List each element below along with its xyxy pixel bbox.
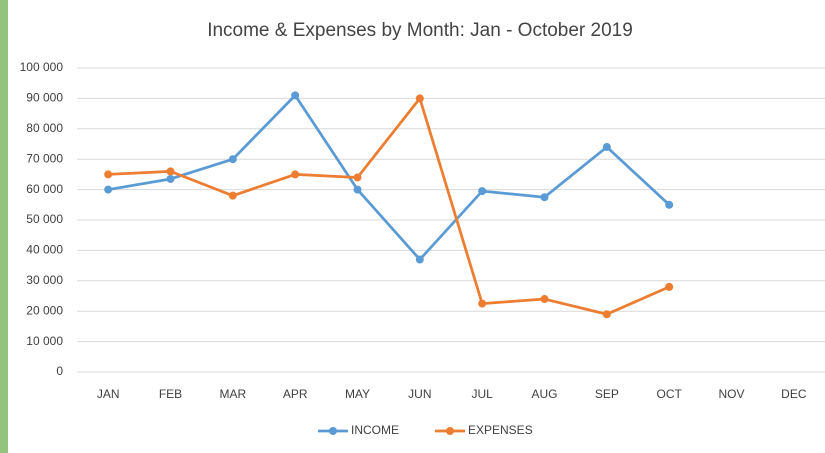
point (540, 295, 549, 304)
point (291, 170, 300, 179)
side-border (0, 0, 8, 453)
y-tick-label: 80 000 (26, 121, 63, 135)
point (166, 174, 175, 183)
point (291, 91, 300, 100)
series-line (107, 93, 671, 261)
point (602, 143, 611, 152)
point (104, 170, 113, 179)
point (478, 187, 487, 196)
y-tick-label: 90 000 (26, 91, 63, 105)
x-tick-label: JUL (471, 387, 493, 401)
y-tick-label: 100 000 (20, 60, 64, 74)
point (353, 173, 362, 182)
y-tick-label: 30 000 (26, 273, 63, 287)
x-tick-label: OCT (656, 387, 682, 401)
x-tick-label: DEC (781, 387, 807, 401)
point (665, 282, 674, 291)
legend-label: INCOME (351, 423, 399, 437)
point (602, 310, 611, 319)
x-tick-label: NOV (718, 387, 744, 401)
y-tick-label: 20 000 (26, 303, 63, 317)
point (540, 193, 549, 202)
x-tick-label: AUG (531, 387, 557, 401)
y-tick-label: 10 000 (26, 334, 63, 348)
legend-marker (446, 427, 454, 435)
legend-label: EXPENSES (468, 423, 533, 437)
x-tick-label: JUN (408, 387, 431, 401)
point (415, 255, 424, 264)
point (104, 185, 113, 194)
y-tick-label: 50 000 (26, 212, 63, 226)
point (166, 167, 175, 176)
point (228, 155, 237, 164)
point (228, 191, 237, 200)
y-tick-label: 60 000 (26, 182, 63, 196)
y-tick-label: 0 (56, 364, 63, 378)
legend-marker (329, 427, 337, 435)
series-line (108, 97, 670, 316)
point (665, 200, 674, 209)
x-tick-label: MAY (345, 387, 370, 401)
x-tick-label: MAR (219, 387, 246, 401)
x-tick-label: JAN (97, 387, 120, 401)
y-tick-label: 70 000 (26, 151, 63, 165)
point (478, 299, 487, 308)
x-tick-label: APR (283, 387, 308, 401)
point (415, 94, 424, 103)
chart-title: Income & Expenses by Month: Jan - Octobe… (207, 20, 633, 41)
x-tick-label: FEB (159, 387, 182, 401)
point (353, 185, 362, 194)
x-tick-label: SEP (595, 387, 619, 401)
y-tick-label: 40 000 (26, 243, 63, 257)
